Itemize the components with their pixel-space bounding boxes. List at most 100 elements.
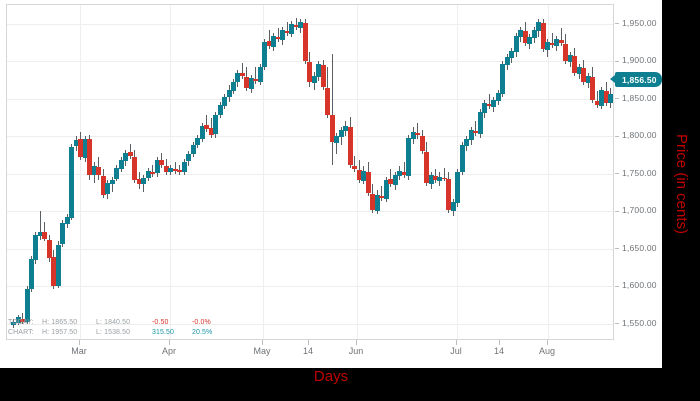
candle-body-up — [577, 67, 582, 75]
candle-wick — [40, 211, 41, 240]
candle-body-up — [343, 125, 348, 132]
x-axis-tick — [169, 340, 170, 345]
candle-body-down — [370, 194, 375, 210]
candle-wick — [332, 53, 333, 165]
candle-body-up — [235, 73, 240, 82]
candle-body-down — [379, 195, 384, 198]
candle-wick — [390, 169, 391, 188]
candle-body-up — [186, 154, 191, 162]
y-tick-mark — [615, 60, 619, 62]
candle-body-up — [375, 194, 380, 211]
candle-body-up — [105, 182, 110, 195]
gridline-horizontal — [7, 136, 613, 138]
candle-body-down — [523, 30, 528, 44]
candle-body-up — [334, 136, 339, 144]
candle-body-down — [294, 24, 299, 27]
candle-body-up — [505, 56, 510, 66]
candle-body-down — [177, 170, 182, 173]
y-tick-label: 1,750.00 — [622, 167, 657, 178]
candle-body-up — [496, 92, 501, 102]
candle-body-up — [74, 140, 79, 147]
candle-body-down — [572, 56, 577, 74]
candle-wick — [597, 91, 598, 108]
x-tick-label: May — [253, 346, 271, 356]
candle-body-down — [595, 101, 600, 105]
candle-body-down — [415, 132, 420, 135]
candle-body-down — [47, 239, 52, 258]
legend-today-low: L: 1840.50 — [96, 319, 131, 326]
x-axis-tick — [456, 340, 457, 345]
x-tick-label: 14 — [493, 346, 505, 356]
candle-body-up — [56, 245, 61, 286]
candle-wick — [22, 312, 23, 324]
candle-wick — [206, 115, 207, 132]
candle-body-down — [101, 176, 106, 195]
candle-body-up — [110, 179, 115, 184]
candle-body-up — [586, 76, 591, 84]
legend-chart-high: H: 1957.50 — [42, 328, 78, 336]
candle-body-up — [195, 137, 200, 145]
y-tick-mark — [615, 323, 619, 325]
candle-body-up — [429, 175, 434, 184]
gridline-horizontal — [7, 248, 613, 250]
legend-row-chart: CHART: H: 1957.50 L: 1538.50 315.50 20.5… — [8, 328, 232, 338]
candle-wick — [435, 169, 436, 183]
candle-body-down — [137, 179, 142, 185]
y-tick-label: 1,900.00 — [622, 55, 657, 66]
candle-body-down — [276, 36, 281, 39]
candle-body-down — [253, 78, 258, 81]
candle-body-up — [182, 161, 187, 172]
candle-body-up — [289, 23, 294, 34]
x-axis-tick — [356, 340, 357, 345]
legend-today-key: TODAY: — [8, 319, 34, 326]
y-tick-mark — [615, 135, 619, 137]
candle-body-up — [478, 112, 483, 135]
candle-body-up — [451, 202, 456, 211]
legend-row-today: TODAY: H: 1865.50 L: 1840.50 -0.50 -0.0% — [8, 318, 232, 328]
y-tick-label: 1,850.00 — [622, 92, 657, 103]
gridline-horizontal — [7, 286, 613, 288]
legend-today-change-pct: -0.0% — [192, 319, 211, 326]
candle-body-down — [244, 77, 249, 89]
candle-body-up — [384, 179, 389, 199]
candle-body-up — [608, 94, 613, 103]
candle-body-up — [141, 178, 146, 184]
candle-body-down — [473, 131, 478, 134]
candle-wick — [287, 22, 288, 36]
candle-wick — [561, 28, 562, 47]
y-tick-mark — [615, 210, 619, 212]
candle-body-down — [204, 125, 209, 129]
candle-body-up — [213, 115, 218, 135]
x-axis-tick — [308, 340, 309, 345]
candle-body-down — [388, 179, 393, 185]
candle-body-down — [51, 257, 56, 287]
current-price-tag: 1,856.50 — [610, 72, 662, 87]
candle-body-up — [568, 55, 573, 63]
candle-body-down — [321, 65, 326, 87]
y-tick-label: 1,600.00 — [622, 280, 657, 291]
price-tag-pointer-icon — [610, 75, 615, 83]
candle-body-up — [339, 130, 344, 138]
candle-body-down — [581, 68, 586, 83]
candle-body-up — [482, 103, 487, 114]
legend-chart-change: 315.50 — [152, 328, 175, 336]
candle-body-down — [433, 176, 438, 180]
candle-body-down — [87, 138, 92, 176]
x-axis-tick — [262, 340, 263, 345]
chart-legend: TODAY: H: 1865.50 L: 1840.50 -0.50 -0.0%… — [8, 318, 232, 337]
gridline-vertical — [80, 5, 81, 339]
candle-body-up — [536, 22, 541, 31]
gridline-horizontal — [7, 61, 613, 63]
x-tick-label: Jun — [348, 346, 364, 356]
candle-body-down — [20, 318, 25, 322]
candle-body-up — [16, 317, 21, 324]
candle-body-up — [397, 170, 402, 177]
candle-body-down — [330, 114, 335, 143]
candle-body-up — [38, 232, 43, 237]
candle-body-up — [227, 89, 232, 97]
candle-wick — [130, 143, 131, 159]
candle-body-up — [509, 50, 514, 58]
x-axis-title: Days — [313, 368, 349, 385]
candle-wick — [336, 133, 337, 155]
x-tick-label: Apr — [161, 346, 177, 356]
